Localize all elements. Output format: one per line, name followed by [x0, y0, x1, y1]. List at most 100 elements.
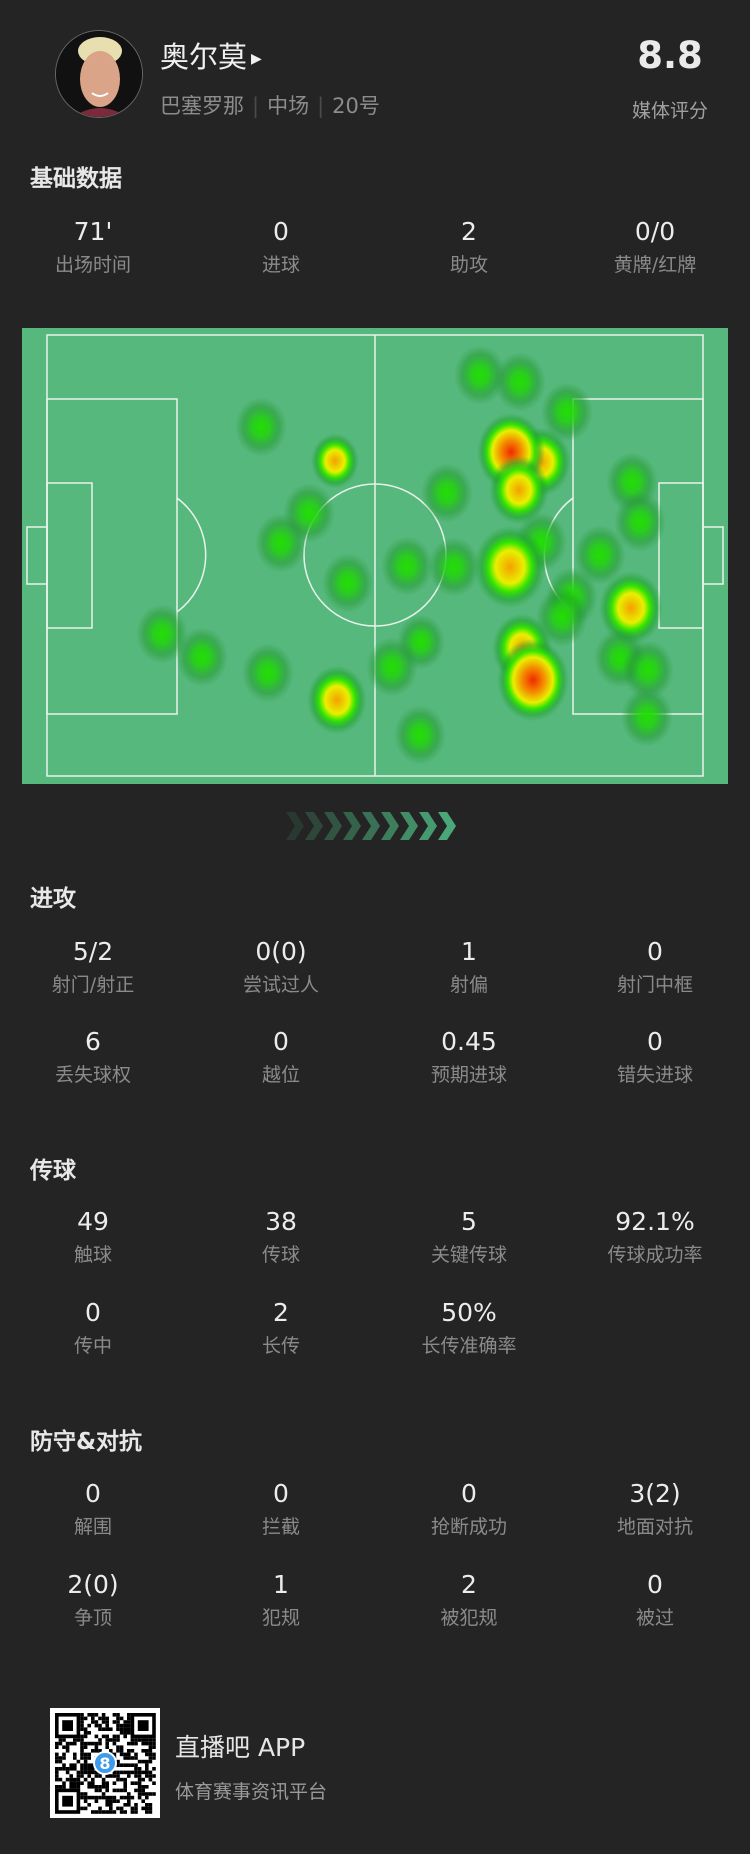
- stat-label: 关键传球: [430, 1244, 507, 1266]
- player-avatar: [55, 30, 143, 118]
- stat-label: 越位: [261, 1064, 300, 1086]
- stat-value: 0/0: [634, 217, 676, 246]
- stat-item: 6 丢失球权: [3, 1027, 183, 1087]
- player-name-link[interactable]: 奥尔莫 ▶: [160, 34, 262, 76]
- heatmap-pitch: [22, 328, 728, 784]
- heat-spot: [235, 397, 287, 457]
- stat-label: 抢断成功: [430, 1516, 507, 1538]
- heat-spot: [599, 571, 663, 645]
- stat-value: 0: [273, 217, 289, 246]
- stat-value: 0.45: [441, 1027, 497, 1056]
- chevron-icon: [343, 812, 361, 840]
- player-info: 巴塞罗那 | 中场 | 20号: [160, 94, 380, 118]
- heat-spot: [136, 604, 188, 664]
- section-title: 基础数据: [30, 166, 122, 192]
- stat-item: 71' 出场时间: [3, 217, 183, 277]
- player-position: 中场: [267, 94, 310, 118]
- stat-value: 0: [273, 1027, 289, 1056]
- section-title: 进攻: [30, 886, 76, 912]
- stat-value: 2: [461, 1570, 477, 1599]
- heat-spot: [489, 455, 549, 525]
- stat-item: 2 被犯规: [379, 1570, 559, 1630]
- stat-item: 0 进球: [191, 217, 371, 277]
- stat-item: 38 传球: [191, 1207, 371, 1267]
- app-tagline: 体育赛事资讯平台: [175, 1781, 328, 1803]
- stat-value: 5/2: [72, 937, 114, 966]
- heat-spot: [307, 665, 367, 735]
- stat-value: 0: [647, 937, 663, 966]
- stat-item: 0 传中: [3, 1298, 183, 1358]
- stat-label: 解围: [73, 1516, 112, 1538]
- stat-label: 预期进球: [430, 1064, 507, 1086]
- heat-spot: [574, 525, 626, 585]
- stat-value: 50%: [441, 1298, 497, 1327]
- heatmap-layer: [136, 345, 674, 765]
- direction-arrows: [286, 812, 466, 844]
- stat-label: 触球: [73, 1244, 112, 1266]
- stat-value: 1: [461, 937, 477, 966]
- stat-label: 传中: [73, 1335, 112, 1357]
- qr-badge: 8: [99, 1754, 110, 1773]
- chevron-icon: [419, 812, 437, 840]
- section-title: 传球: [30, 1158, 76, 1184]
- stat-item: 0 拦截: [191, 1479, 371, 1539]
- stat-item: 49 触球: [3, 1207, 183, 1267]
- chevron-icon: [286, 812, 304, 840]
- stat-value: 1: [273, 1570, 289, 1599]
- stat-value: 0: [461, 1479, 477, 1508]
- section-title: 防守&对抗: [30, 1429, 143, 1455]
- stat-label: 被犯规: [440, 1607, 498, 1629]
- stat-value: 3(2): [629, 1479, 681, 1508]
- chevron-icon: [324, 812, 342, 840]
- stat-label: 尝试过人: [242, 974, 319, 996]
- stat-value: 92.1%: [615, 1207, 695, 1236]
- stat-label: 丢失球权: [54, 1064, 131, 1086]
- heat-spot: [421, 463, 473, 523]
- stat-item: 1 射偏: [379, 937, 559, 997]
- heat-spot: [497, 638, 569, 722]
- stat-item: 2 长传: [191, 1298, 371, 1358]
- heat-spot: [381, 536, 433, 596]
- stat-value: 38: [265, 1207, 297, 1236]
- stat-label: 传球: [261, 1244, 300, 1266]
- stat-value: 2: [461, 217, 477, 246]
- chevron-icon: [400, 812, 418, 840]
- stat-label: 错失进球: [616, 1064, 693, 1086]
- heat-spot: [622, 640, 674, 700]
- stat-item: 0 越位: [191, 1027, 371, 1087]
- stat-label: 出场时间: [54, 254, 131, 276]
- stat-value: 2(0): [67, 1570, 119, 1599]
- stat-label: 拦截: [261, 1516, 300, 1538]
- qr-code: 8: [50, 1708, 160, 1818]
- stat-item: 0(0) 尝试过人: [191, 937, 371, 997]
- chevron-icon: [305, 812, 323, 840]
- stat-label: 射门中框: [616, 974, 693, 996]
- stat-label: 长传准确率: [421, 1335, 517, 1357]
- heat-spot: [255, 513, 307, 573]
- stat-item: 50% 长传准确率: [379, 1298, 559, 1358]
- stat-item: 3(2) 地面对抗: [565, 1479, 745, 1539]
- stat-value: 2: [273, 1298, 289, 1327]
- stat-value: 6: [85, 1027, 101, 1056]
- heat-spot: [621, 687, 673, 747]
- stat-label: 进球: [261, 254, 300, 276]
- heat-spot: [394, 705, 446, 765]
- heat-spot: [366, 637, 418, 697]
- stat-label: 犯规: [261, 1607, 300, 1629]
- stat-value: 5: [461, 1207, 477, 1236]
- heat-spot: [541, 382, 593, 442]
- stat-item: 0/0 黄牌/红牌: [565, 217, 745, 277]
- heat-spot: [311, 433, 359, 489]
- heat-spot: [536, 587, 588, 647]
- chevron-icon: [438, 812, 456, 840]
- stat-item: 2(0) 争顶: [3, 1570, 183, 1630]
- heat-spot: [428, 537, 480, 597]
- stat-item: 2 助攻: [379, 217, 559, 277]
- stat-item: 1 犯规: [191, 1570, 371, 1630]
- team-name: 巴塞罗那: [160, 94, 244, 118]
- play-triangle-icon: ▶: [251, 51, 262, 67]
- app-logo-icon: [93, 1751, 117, 1775]
- stat-label: 地面对抗: [616, 1516, 693, 1538]
- stat-label: 黄牌/红牌: [613, 254, 697, 276]
- stat-value: 0: [85, 1479, 101, 1508]
